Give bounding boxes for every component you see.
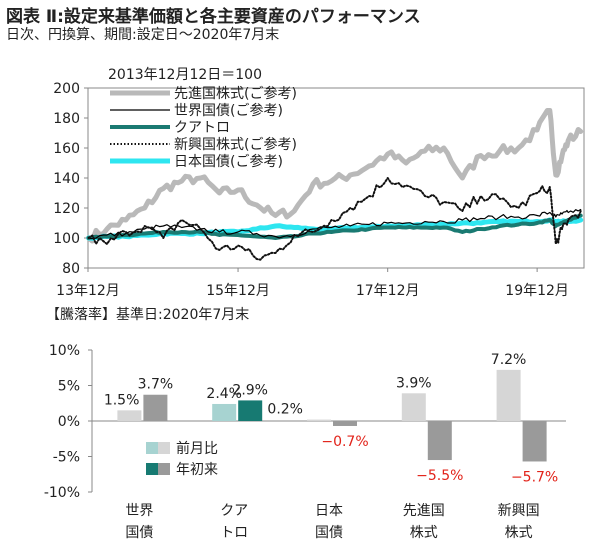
line-legend-label-2: クアトロ (174, 120, 230, 136)
line-y-tick-label-4: 160 (53, 141, 80, 157)
bar-label-1-0: 2.4% (206, 386, 242, 402)
bar-label-0-0: 1.5% (104, 392, 140, 408)
bar-category-0-1: 国債 (125, 525, 153, 541)
bar-0-0 (117, 410, 142, 421)
bar-category-3-0: 先進国 (403, 503, 445, 519)
bar-y-tick-label-1: 5% (58, 379, 80, 395)
bar-label-4-1: −5.7% (511, 469, 558, 485)
bar-label-1-1: 2.9% (232, 382, 268, 398)
line-x-tick-label-2: 17年12月 (356, 283, 420, 299)
bar-2-0 (307, 419, 331, 421)
bar-y-tick-label-3: -5% (53, 450, 80, 466)
line-series-1 (88, 208, 582, 240)
bar-label-2-1: −0.7% (321, 434, 368, 450)
bar-category-2-0: 日本 (315, 503, 343, 519)
bar-1-0 (212, 403, 237, 421)
bar-label-0-1: 3.7% (138, 377, 174, 393)
line-legend-label-3: 新興国株式(ご参考) (174, 136, 297, 153)
bar-legend-label-0: 前月比 (176, 440, 218, 457)
bar-y-tick-label-2: 0% (58, 414, 80, 430)
bar-category-4-0: 新興国 (498, 503, 540, 519)
bar-category-3-1: 株式 (410, 525, 438, 541)
figure-subtitle: 日次、円換算、期間:設定日～2020年7月末 (6, 27, 280, 43)
figure-title: 図表 Ⅱ:設定来基準価額と各主要資産のパフォーマンス (6, 7, 421, 27)
line-series-3 (87, 177, 582, 261)
line-base-note: 2013年12月12日＝100 (108, 67, 262, 83)
line-x-tick-label-0: 13年12月 (56, 283, 120, 299)
bar-legend-label-1: 年初来 (176, 461, 218, 478)
line-x-tick-label-1: 15年12月 (206, 283, 270, 299)
bar-category-4-1: 株式 (505, 525, 533, 541)
line-legend-label-4: 日本国債(ご参考) (174, 153, 283, 170)
line-chart: 80 100 120 140 160 180 200 13年12月 15年12月 17年12月 19… (53, 67, 585, 299)
line-y-tick-label-3: 140 (53, 171, 80, 187)
bar-legend-swatch-teal-1 (146, 463, 158, 475)
bar-4-1 (522, 421, 547, 462)
bar-label-4-0: 7.2% (491, 352, 527, 368)
bar-category-1-1: トロ (220, 525, 248, 541)
bar-category-2-1: 国債 (315, 525, 343, 541)
line-x-tick-label-3: 19年12月 (505, 283, 569, 299)
line-series-0 (86, 108, 584, 244)
bar-3-0 (401, 393, 426, 421)
line-legend-label-1: 世界国債(ご参考) (174, 102, 283, 119)
line-legend-label-0: 先進国株式(ご参考) (174, 85, 297, 102)
bar-4-0 (496, 369, 521, 421)
line-y-tick-label-1: 100 (53, 231, 80, 247)
bar-3-1 (427, 421, 452, 461)
line-series-2 (86, 213, 583, 240)
bar-category-1-0: クア (220, 503, 248, 519)
bar-chart-heading: 【騰落率】基準日:2020年7月末 (46, 307, 250, 323)
bar-y-tick-label-0: 10% (49, 343, 80, 359)
line-y-tick-label-6: 200 (53, 81, 80, 97)
bar-0-1 (143, 394, 168, 421)
bar-y-tick-label-4: -10% (44, 485, 80, 501)
bar-legend-swatch-1 (158, 463, 170, 475)
bar-label-3-1: −5.5% (416, 468, 463, 484)
bar-1-1 (238, 400, 263, 421)
line-y-tick-label-2: 120 (53, 201, 80, 217)
bar-label-2-0: 0.2% (267, 402, 303, 418)
line-y-tick-label-0: 80 (62, 261, 80, 277)
bar-category-0-0: 世界 (125, 503, 153, 519)
bar-legend-swatch-0 (158, 442, 170, 454)
line-y-tick-label-5: 180 (53, 111, 80, 127)
bar-legend-swatch-teal-0 (146, 442, 158, 454)
bar-label-3-0: 3.9% (396, 375, 432, 391)
bar-2-1 (333, 421, 357, 426)
